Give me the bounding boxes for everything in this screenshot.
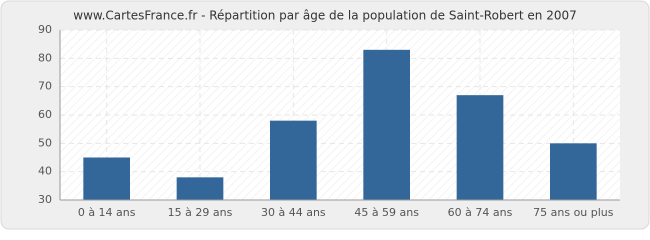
bar bbox=[83, 157, 130, 200]
x-tick-label: 45 à 59 ans bbox=[354, 206, 419, 219]
y-tick-label: 40 bbox=[38, 165, 52, 178]
x-tick-label: 60 à 74 ans bbox=[448, 206, 513, 219]
chart-title: www.CartesFrance.fr - Répartition par âg… bbox=[73, 9, 577, 23]
y-tick-label: 70 bbox=[38, 80, 52, 93]
y-tick-label: 80 bbox=[38, 51, 52, 64]
y-tick-label: 90 bbox=[38, 23, 52, 36]
y-tick-label: 50 bbox=[38, 136, 52, 149]
bar bbox=[270, 120, 317, 200]
x-tick-label: 15 à 29 ans bbox=[168, 206, 233, 219]
x-tick-label: 75 ans ou plus bbox=[533, 206, 614, 219]
bar bbox=[176, 177, 224, 200]
bar bbox=[456, 95, 504, 200]
x-tick-label: 0 à 14 ans bbox=[78, 206, 136, 219]
y-tick-label: 60 bbox=[38, 108, 52, 121]
y-tick-label: 30 bbox=[38, 193, 52, 206]
bar bbox=[550, 143, 597, 200]
bar bbox=[363, 49, 410, 201]
chart: www.CartesFrance.fr - Répartition par âg… bbox=[0, 0, 650, 230]
x-tick-label: 30 à 44 ans bbox=[261, 206, 326, 219]
